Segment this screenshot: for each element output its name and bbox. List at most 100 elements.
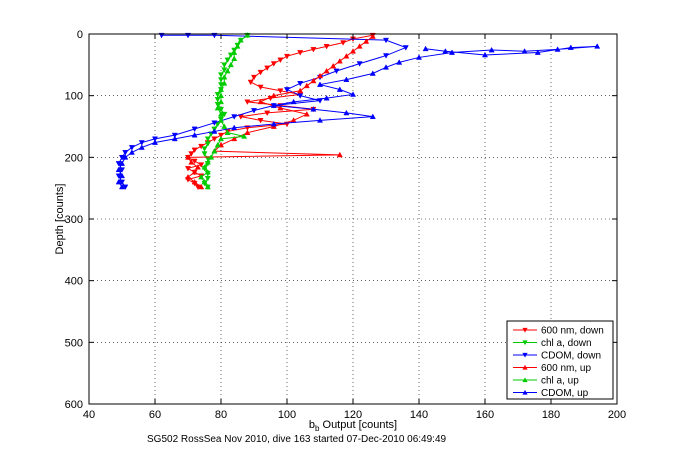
data-point <box>257 69 264 76</box>
data-point <box>349 48 357 54</box>
data-point <box>244 129 251 135</box>
data-point <box>290 98 297 105</box>
data-point <box>521 48 528 54</box>
y-axis-label: Depth [counts] <box>54 184 66 255</box>
legend-marker <box>522 377 528 383</box>
data-point <box>191 158 198 165</box>
data-point <box>221 62 228 68</box>
x-tick-label: 60 <box>149 409 161 421</box>
data-point <box>594 43 601 49</box>
legend-marker <box>522 340 528 346</box>
data-point <box>415 54 423 60</box>
data-point <box>204 169 211 175</box>
data-point <box>201 178 208 185</box>
data-point <box>297 87 304 94</box>
data-point <box>184 166 192 172</box>
figure-caption: SG502 RossSea Nov 2010, dive 163 started… <box>147 434 447 445</box>
data-point <box>567 44 574 50</box>
x-tick-label: 80 <box>215 409 227 421</box>
data-point <box>217 72 225 78</box>
x-tick-label: 160 <box>476 409 494 421</box>
data-point <box>310 106 317 112</box>
legend-label: 600 nm, up <box>541 363 591 374</box>
data-point <box>198 173 205 180</box>
data-point <box>204 175 211 182</box>
axis-ticks: 40 60 80 100 120 140 160 180 200 0 100 200 300 400 500… <box>65 29 627 421</box>
data-point <box>336 58 343 64</box>
data-point <box>336 151 343 158</box>
data-point <box>356 61 363 67</box>
data-point <box>231 49 238 55</box>
data-point <box>244 99 251 105</box>
data-point <box>448 49 456 55</box>
data-point <box>214 104 221 111</box>
data-point <box>250 74 258 81</box>
data-point <box>554 46 561 52</box>
y-tick-label: 600 <box>65 399 83 411</box>
y-tick-label: 400 <box>65 276 83 288</box>
data-point <box>221 67 228 73</box>
data-point <box>184 154 192 160</box>
data-point <box>303 82 310 89</box>
data-point <box>316 72 324 79</box>
data-point <box>340 40 347 46</box>
data-point <box>310 77 317 84</box>
data-point <box>250 108 258 114</box>
data-point <box>363 38 370 44</box>
data-point <box>323 67 330 74</box>
data-point <box>128 145 135 151</box>
data-point <box>224 57 231 64</box>
data-point <box>270 92 277 98</box>
data-point <box>171 135 178 142</box>
data-point <box>118 172 126 179</box>
series-5 <box>115 43 601 190</box>
legend-label: 600 nm, down <box>541 326 604 337</box>
data-point <box>201 151 208 157</box>
data-point <box>442 48 449 54</box>
legend-label: chl a, up <box>541 376 579 387</box>
legend-marker <box>522 364 528 370</box>
data-point <box>277 57 284 64</box>
data-point <box>369 113 376 119</box>
data-point <box>191 126 198 133</box>
data-point <box>264 65 271 72</box>
data-point <box>198 162 205 168</box>
data-point <box>343 76 350 82</box>
legend-marker <box>522 327 528 333</box>
data-point <box>224 129 231 135</box>
data-point <box>382 64 390 70</box>
data-point <box>211 136 218 142</box>
data-point <box>323 95 330 101</box>
data-point <box>257 118 264 124</box>
data-point <box>122 184 129 191</box>
data-point <box>115 166 122 172</box>
data-point <box>247 79 254 86</box>
data-point <box>343 53 350 59</box>
data-point <box>382 53 390 59</box>
y-tick-label: 200 <box>65 152 83 164</box>
data-point <box>257 84 264 91</box>
data-point <box>191 132 198 138</box>
data-point <box>201 146 208 152</box>
data-point <box>264 110 271 117</box>
data-point <box>204 141 211 147</box>
data-point <box>257 98 264 105</box>
data-point <box>402 45 409 51</box>
data-point <box>303 111 310 117</box>
x-tick-label: 200 <box>608 409 626 421</box>
y-tick-label: 100 <box>65 91 83 103</box>
data-point <box>310 47 317 53</box>
legend-label: CDOM, down <box>541 351 601 362</box>
data-point <box>336 86 343 92</box>
data-point <box>283 87 291 93</box>
legend-label: CDOM, up <box>541 388 589 399</box>
data-point <box>214 141 221 148</box>
data-point <box>270 120 277 127</box>
data-point <box>138 144 145 150</box>
data-point <box>231 114 238 120</box>
data-point <box>349 91 357 97</box>
data-point <box>198 183 205 190</box>
data-point <box>118 155 126 161</box>
data-point <box>184 173 192 180</box>
data-point <box>221 123 228 129</box>
